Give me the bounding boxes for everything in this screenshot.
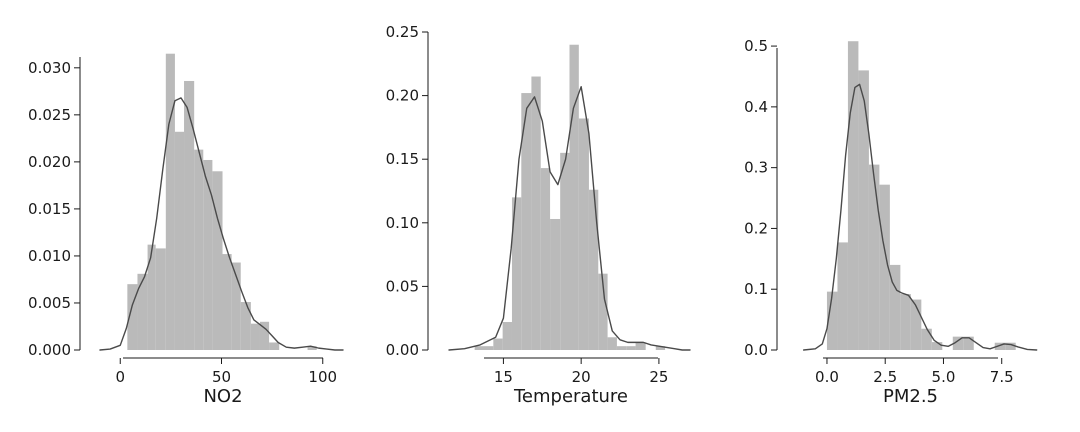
kde-curve — [802, 83, 1038, 351]
y-tick-label: 0.05 — [386, 277, 419, 295]
histogram-bar — [598, 273, 608, 350]
histogram-bar — [626, 346, 636, 350]
histogram-bar — [165, 53, 175, 350]
x-tick-label: 25 — [649, 368, 668, 386]
histogram-bar — [493, 338, 503, 350]
histogram-bar — [259, 321, 270, 350]
histogram-bar — [837, 242, 848, 350]
histogram-bar — [212, 171, 223, 350]
x-tick-label: 100 — [308, 368, 337, 386]
histogram-bar — [269, 342, 280, 350]
histogram-bar — [847, 41, 859, 350]
histogram-bar — [184, 80, 195, 350]
y-tick-label: 0.015 — [28, 200, 71, 218]
histogram-bar — [137, 273, 148, 350]
y-tick-label: 0.020 — [28, 153, 71, 171]
x-tick-label: 2.5 — [873, 368, 897, 386]
y-tick-label: 0.20 — [386, 87, 419, 105]
y-tick-label: 0.00 — [386, 341, 419, 359]
y-tick-label: 0.1 — [744, 280, 768, 298]
y-tick-label: 0.5 — [744, 37, 768, 55]
y-tick-label: 0.030 — [28, 59, 71, 77]
y-tick-label: 0.2 — [744, 219, 768, 237]
histogram-bar — [569, 44, 579, 350]
histogram-bar — [521, 93, 532, 350]
y-tick-label: 0.15 — [386, 150, 419, 168]
histogram-bar — [635, 342, 646, 350]
x-tick-label: 15 — [494, 368, 513, 386]
y-tick-label: 0.005 — [28, 294, 71, 312]
x-tick-label: 0 — [115, 368, 125, 386]
x-axis-label: NO2 — [203, 386, 242, 407]
x-tick-label: 7.5 — [990, 368, 1014, 386]
histogram-bar — [483, 346, 494, 350]
x-axis-label: Temperature — [513, 386, 628, 407]
histogram-bar — [588, 189, 599, 350]
x-axis-label: PM2.5 — [883, 386, 938, 407]
y-tick-label: 0.025 — [28, 106, 71, 124]
histogram-bar — [155, 248, 166, 350]
histogram-bar — [910, 299, 922, 350]
histogram-bar — [240, 302, 251, 350]
histogram-bars — [474, 44, 666, 351]
histogram-bar — [147, 244, 156, 350]
histogram-bar — [994, 342, 1006, 350]
histogram-bar — [879, 184, 890, 350]
histogram-bar — [194, 149, 204, 350]
histogram-bar — [963, 336, 974, 350]
histogram-bar — [900, 294, 911, 350]
histogram-bar — [921, 328, 932, 350]
histogram-bar — [127, 284, 138, 350]
kde-curve — [448, 85, 691, 351]
histogram-bar — [578, 118, 589, 350]
x-tick-label: 20 — [572, 368, 591, 386]
histogram-bar — [511, 197, 522, 350]
y-tick-label: 0.25 — [386, 23, 419, 41]
y-tick-label: 0.4 — [744, 98, 768, 116]
histogram-bar — [616, 346, 627, 350]
histogram-bars — [826, 41, 1016, 350]
histogram-bar — [931, 342, 943, 350]
histogram-bar — [203, 159, 213, 350]
histogram-bar — [858, 70, 869, 350]
histogram-bar — [307, 346, 317, 350]
histogram-bar — [502, 322, 512, 350]
y-tick-label: 0.10 — [386, 214, 419, 232]
histogram-bar — [474, 346, 484, 350]
y-tick-label: 0.000 — [28, 341, 71, 359]
y-tick-label: 0.3 — [744, 159, 768, 177]
histogram-bar — [222, 254, 232, 350]
subplot-2: 0.00 0.05 0.10 0.15 0.20 0.25 15 20 25 Temperatur… — [386, 23, 691, 407]
histogram-bars — [127, 53, 317, 350]
y-tick-label: 0.010 — [28, 247, 71, 265]
kde-curve — [99, 97, 344, 351]
histogram-bar — [889, 264, 901, 350]
histogram-bar — [250, 323, 260, 350]
histogram-bar — [174, 131, 185, 350]
x-tick-label: 50 — [212, 368, 231, 386]
histogram-bar — [1005, 342, 1016, 350]
histogram-bar — [607, 337, 617, 350]
histogram-bar — [560, 152, 570, 350]
histogram-bar — [952, 336, 964, 350]
histogram-bar — [868, 164, 880, 350]
subplot-3: 0.0 0.1 0.2 0.3 0.4 0.5 0.0 2.5 5.0 7.5 PM2.5 — [744, 37, 1038, 407]
histogram-bar — [550, 218, 561, 350]
subplot-1: 0.000 0.005 0.010 0.015 0.020 0.025 0.030 0 50 10… — [28, 53, 344, 407]
histogram-bar — [231, 262, 241, 350]
y-tick-label: 0.0 — [744, 341, 768, 359]
histogram-bar — [826, 291, 838, 350]
histogram-bar — [655, 346, 666, 350]
x-tick-label: 0.0 — [815, 368, 839, 386]
x-tick-label: 5.0 — [932, 368, 956, 386]
histogram-bar — [531, 76, 541, 351]
histogram-bar — [540, 168, 551, 350]
